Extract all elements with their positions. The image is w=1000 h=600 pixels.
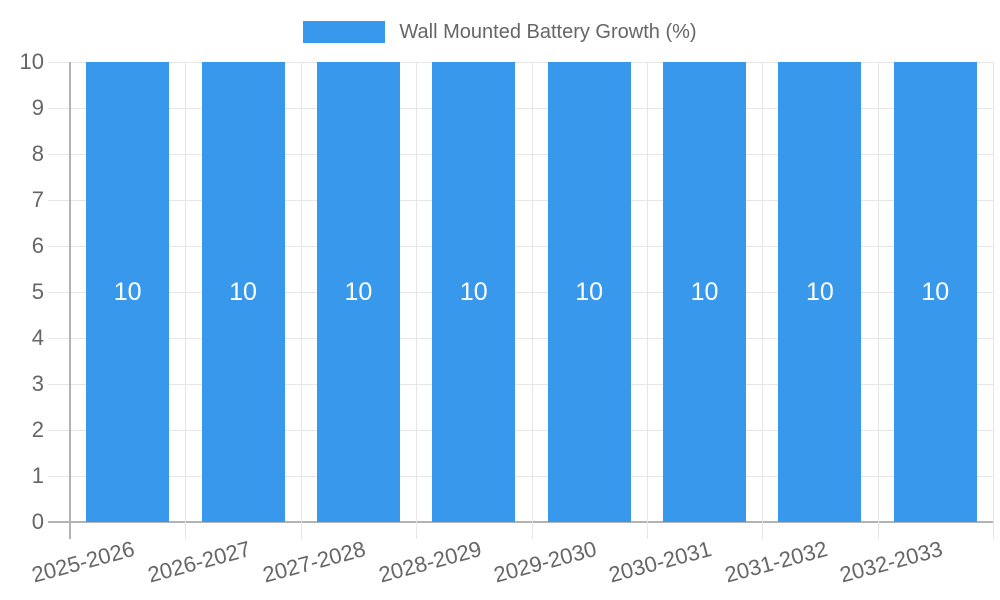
bar-value-label: 10 xyxy=(575,277,604,306)
bar-value-label: 10 xyxy=(690,277,719,306)
x-gridline xyxy=(531,62,533,539)
bar: 10 xyxy=(432,62,516,522)
bar: 10 xyxy=(663,62,747,522)
y-tick-label: 9 xyxy=(31,95,44,120)
y-gridline xyxy=(48,384,993,385)
x-axis-line xyxy=(48,521,993,523)
bar-value-label: 10 xyxy=(921,277,950,306)
x-gridline xyxy=(416,62,418,539)
bar-value-label: 10 xyxy=(344,277,373,306)
y-tick-label: 10 xyxy=(19,49,44,74)
x-gridline xyxy=(993,62,994,539)
bar-value-label: 10 xyxy=(806,277,834,306)
y-tick-label: 0 xyxy=(31,509,44,534)
x-gridline xyxy=(877,62,879,539)
y-tick-label: 6 xyxy=(31,233,44,258)
y-tick-label: 1 xyxy=(31,463,44,488)
x-tick-label: 2030-2031 xyxy=(606,536,715,588)
x-tick-label: 2029-2030 xyxy=(491,536,600,588)
y-gridline xyxy=(48,200,993,201)
x-tick-label: 2031-2032 xyxy=(721,536,830,588)
bar: 10 xyxy=(547,62,631,522)
bar-value-label: 10 xyxy=(113,277,142,306)
x-tick-label: 2026-2027 xyxy=(144,536,254,588)
y-gridline xyxy=(48,108,993,109)
x-gridline xyxy=(646,62,648,539)
y-axis-line xyxy=(69,62,71,539)
y-gridline xyxy=(48,430,993,431)
y-tick-label: 2 xyxy=(31,417,44,442)
y-tick-label: 4 xyxy=(31,325,44,350)
y-gridline xyxy=(48,154,993,155)
bar-value-label: 10 xyxy=(459,277,488,306)
y-tick-label: 3 xyxy=(31,371,44,396)
y-gridline xyxy=(48,246,993,247)
x-tick-label: 2028-2029 xyxy=(375,536,484,588)
y-gridline xyxy=(48,476,993,477)
legend-swatch xyxy=(303,21,386,43)
bar: 10 xyxy=(86,62,170,522)
x-gridline xyxy=(185,62,187,539)
x-tick-label: 2025-2026 xyxy=(29,536,138,588)
x-tick-label: 2032-2033 xyxy=(837,536,946,588)
bar: 10 xyxy=(778,62,862,522)
x-tick-label: 2027-2028 xyxy=(260,536,369,588)
y-tick-label: 8 xyxy=(31,141,44,166)
x-gridline xyxy=(762,62,764,539)
legend-label: Wall Mounted Battery Growth (%) xyxy=(399,21,697,43)
y-tick-label: 5 xyxy=(31,279,44,304)
y-gridline xyxy=(48,338,993,339)
y-gridline xyxy=(48,292,993,293)
y-gridline xyxy=(48,62,993,63)
bar: 10 xyxy=(893,62,977,522)
x-gridline xyxy=(300,62,302,539)
chart-legend[interactable]: Wall Mounted Battery Growth (%) xyxy=(0,20,1000,44)
y-tick-label: 7 xyxy=(31,187,44,212)
bar: 10 xyxy=(201,62,285,522)
bar: 10 xyxy=(316,62,400,522)
bar-value-label: 10 xyxy=(229,277,257,306)
